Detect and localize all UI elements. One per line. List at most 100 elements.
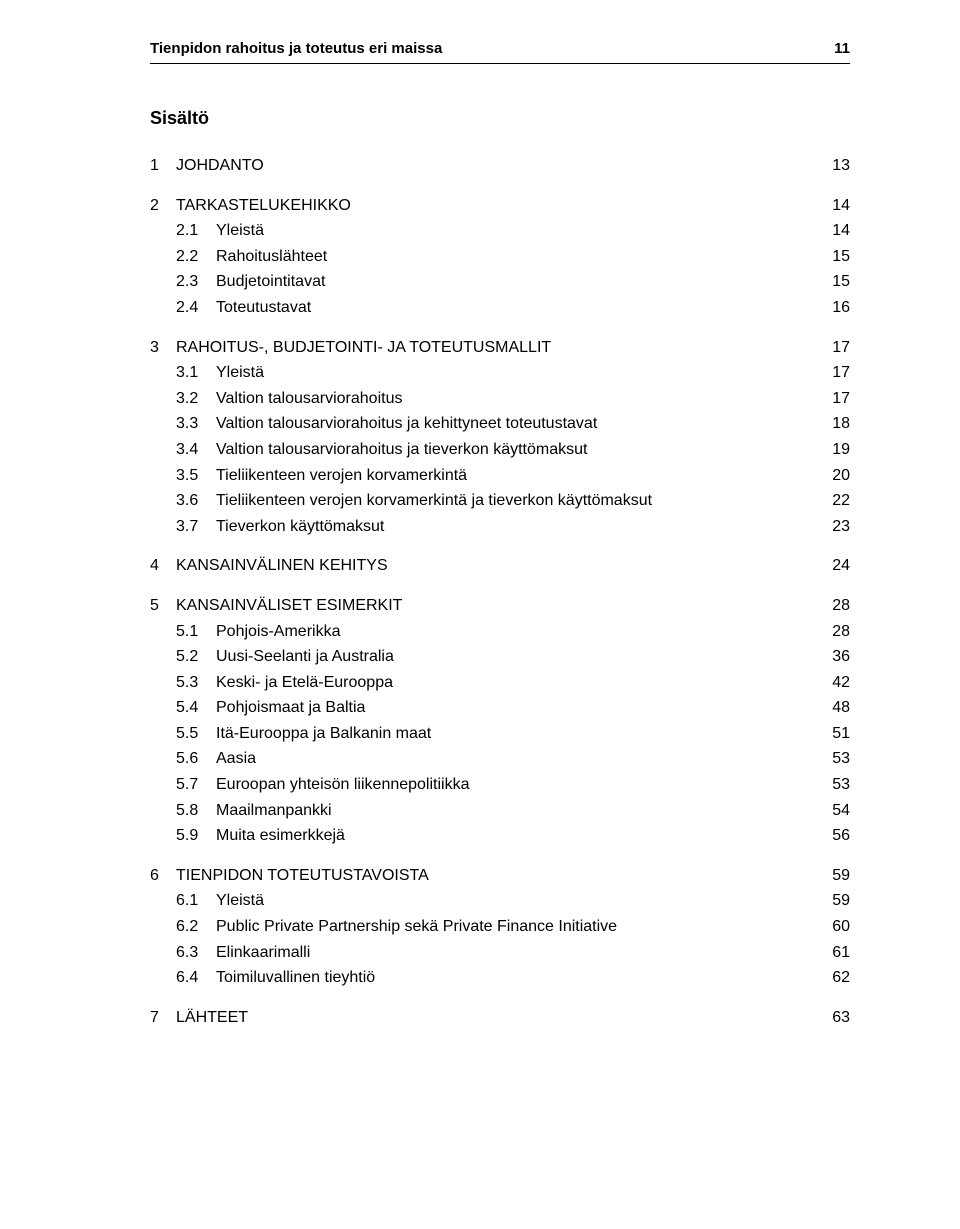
- toc-entry-number: 5.8: [176, 798, 216, 824]
- toc-entry-title: Pohjoismaat ja Baltia: [216, 695, 814, 721]
- toc-entry-level-2: 6.2Public Private Partnership sekä Priva…: [150, 914, 850, 940]
- toc-entry-level-2: 3.6Tieliikenteen verojen korvamerkintä j…: [150, 488, 850, 514]
- toc-entry-title: LÄHTEET: [176, 1005, 814, 1031]
- toc-entry-level-2: 5.4Pohjoismaat ja Baltia48: [150, 695, 850, 721]
- toc-entry-title: RAHOITUS-, BUDJETOINTI- JA TOTEUTUSMALLI…: [176, 335, 814, 361]
- toc-entry-level-1: 1JOHDANTO13: [150, 153, 850, 179]
- toc-entry-page: 17: [814, 360, 850, 386]
- toc-entry-number: 2.2: [176, 244, 216, 270]
- toc-entry-title: Uusi-Seelanti ja Australia: [216, 644, 814, 670]
- toc-entry-title: Itä-Eurooppa ja Balkanin maat: [216, 721, 814, 747]
- toc-entry-page: 59: [814, 888, 850, 914]
- toc-section: 3RAHOITUS-, BUDJETOINTI- JA TOTEUTUSMALL…: [150, 335, 850, 540]
- toc-entry-title: Public Private Partnership sekä Private …: [216, 914, 814, 940]
- toc-entry-page: 53: [814, 772, 850, 798]
- toc-entry-number: 3.4: [176, 437, 216, 463]
- toc-entry-number: 2.3: [176, 269, 216, 295]
- toc-entry-page: 59: [814, 863, 850, 889]
- header-rule: [150, 63, 850, 64]
- toc-entry-number: 5.6: [176, 746, 216, 772]
- toc-entry-level-1: 4KANSAINVÄLINEN KEHITYS24: [150, 553, 850, 579]
- toc-entry-title: Muita esimerkkejä: [216, 823, 814, 849]
- toc-entry-page: 28: [814, 593, 850, 619]
- toc-entry-number: 4: [150, 553, 176, 579]
- toc-entry-page: 19: [814, 437, 850, 463]
- toc-entry-number: 5.7: [176, 772, 216, 798]
- toc-entry-page: 61: [814, 940, 850, 966]
- toc-entry-level-2: 5.5Itä-Eurooppa ja Balkanin maat51: [150, 721, 850, 747]
- toc-entry-level-2: 5.8Maailmanpankki54: [150, 798, 850, 824]
- toc-entry-level-2: 2.1Yleistä14: [150, 218, 850, 244]
- toc-entry-page: 28: [814, 619, 850, 645]
- toc-entry-number: 6.3: [176, 940, 216, 966]
- toc-entry-title: JOHDANTO: [176, 153, 814, 179]
- toc-entry-page: 23: [814, 514, 850, 540]
- toc-entry-level-2: 2.3Budjetointitavat15: [150, 269, 850, 295]
- toc-entry-title: Tieliikenteen verojen korvamerkintä: [216, 463, 814, 489]
- toc-entry-level-2: 3.7Tieverkon käyttömaksut23: [150, 514, 850, 540]
- toc-entry-title: Rahoituslähteet: [216, 244, 814, 270]
- toc-entry-number: 6: [150, 863, 176, 889]
- toc-entry-number: 2.1: [176, 218, 216, 244]
- toc-entry-page: 22: [814, 488, 850, 514]
- toc-entry-title: Elinkaarimalli: [216, 940, 814, 966]
- toc-entry-level-2: 3.2Valtion talousarviorahoitus17: [150, 386, 850, 412]
- toc-entry-level-2: 3.5Tieliikenteen verojen korvamerkintä20: [150, 463, 850, 489]
- toc-section: 5KANSAINVÄLISET ESIMERKIT285.1Pohjois-Am…: [150, 593, 850, 849]
- toc-entry-page: 36: [814, 644, 850, 670]
- toc-entry-page: 20: [814, 463, 850, 489]
- toc-entry-title: KANSAINVÄLISET ESIMERKIT: [176, 593, 814, 619]
- toc-entry-title: Yleistä: [216, 360, 814, 386]
- toc-entry-page: 15: [814, 269, 850, 295]
- toc-section: 1JOHDANTO13: [150, 153, 850, 179]
- toc-entry-number: 1: [150, 153, 176, 179]
- toc-entry-title: Toteutustavat: [216, 295, 814, 321]
- toc-entry-title: Yleistä: [216, 218, 814, 244]
- toc-entry-number: 5.2: [176, 644, 216, 670]
- toc-entry-level-2: 3.4Valtion talousarviorahoitus ja tiever…: [150, 437, 850, 463]
- header-title: Tienpidon rahoitus ja toteutus eri maiss…: [150, 40, 442, 57]
- toc-entry-number: 2: [150, 193, 176, 219]
- toc-entry-page: 56: [814, 823, 850, 849]
- toc-entry-title: Pohjois-Amerikka: [216, 619, 814, 645]
- toc-entry-number: 5: [150, 593, 176, 619]
- toc-section: 4KANSAINVÄLINEN KEHITYS24: [150, 553, 850, 579]
- table-of-contents: 1JOHDANTO132TARKASTELUKEHIKKO142.1Yleist…: [150, 153, 850, 1030]
- toc-entry-page: 60: [814, 914, 850, 940]
- toc-entry-title: TIENPIDON TOTEUTUSTAVOISTA: [176, 863, 814, 889]
- toc-entry-page: 14: [814, 218, 850, 244]
- toc-entry-number: 3.3: [176, 411, 216, 437]
- page-header: Tienpidon rahoitus ja toteutus eri maiss…: [150, 40, 850, 57]
- toc-entry-level-2: 5.7Euroopan yhteisön liikennepolitiikka5…: [150, 772, 850, 798]
- toc-entry-level-1: 7LÄHTEET63: [150, 1005, 850, 1031]
- toc-entry-page: 15: [814, 244, 850, 270]
- toc-entry-number: 5.4: [176, 695, 216, 721]
- toc-entry-title: Valtion talousarviorahoitus: [216, 386, 814, 412]
- toc-entry-page: 51: [814, 721, 850, 747]
- toc-entry-number: 3.5: [176, 463, 216, 489]
- toc-entry-number: 3: [150, 335, 176, 361]
- toc-entry-page: 24: [814, 553, 850, 579]
- toc-entry-number: 5.5: [176, 721, 216, 747]
- toc-entry-page: 13: [814, 153, 850, 179]
- toc-entry-page: 63: [814, 1005, 850, 1031]
- toc-section: 6TIENPIDON TOTEUTUSTAVOISTA596.1Yleistä5…: [150, 863, 850, 991]
- toc-entry-page: 18: [814, 411, 850, 437]
- toc-entry-number: 3.2: [176, 386, 216, 412]
- toc-entry-title: TARKASTELUKEHIKKO: [176, 193, 814, 219]
- toc-entry-level-1: 6TIENPIDON TOTEUTUSTAVOISTA59: [150, 863, 850, 889]
- toc-entry-level-2: 6.3Elinkaarimalli61: [150, 940, 850, 966]
- toc-entry-title: Aasia: [216, 746, 814, 772]
- page: Tienpidon rahoitus ja toteutus eri maiss…: [0, 0, 960, 1229]
- toc-section: 7LÄHTEET63: [150, 1005, 850, 1031]
- toc-entry-page: 16: [814, 295, 850, 321]
- toc-entry-number: 6.1: [176, 888, 216, 914]
- toc-entry-title: Euroopan yhteisön liikennepolitiikka: [216, 772, 814, 798]
- toc-entry-level-2: 2.4Toteutustavat16: [150, 295, 850, 321]
- toc-entry-title: Tieliikenteen verojen korvamerkintä ja t…: [216, 488, 814, 514]
- toc-entry-number: 3.7: [176, 514, 216, 540]
- toc-entry-title: Budjetointitavat: [216, 269, 814, 295]
- toc-entry-page: 42: [814, 670, 850, 696]
- toc-entry-level-1: 5KANSAINVÄLISET ESIMERKIT28: [150, 593, 850, 619]
- toc-entry-level-2: 3.3Valtion talousarviorahoitus ja kehitt…: [150, 411, 850, 437]
